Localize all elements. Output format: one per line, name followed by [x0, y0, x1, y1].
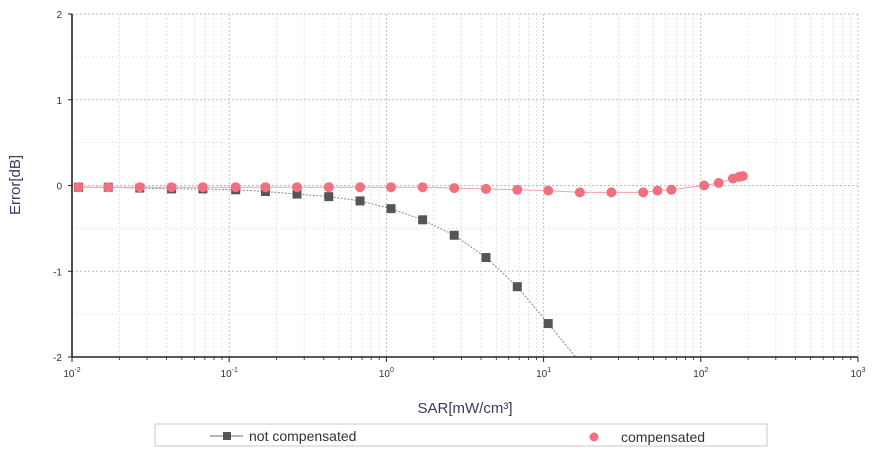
data-point-not-compensated: [418, 215, 428, 225]
legend-swatch-marker-not-compensated: [223, 432, 231, 440]
data-point-not-compensated: [449, 230, 459, 240]
legend-swatch-marker-compensated: [589, 432, 599, 442]
y-tick-label: -1: [53, 267, 62, 278]
x-tick-label: 10-1: [221, 367, 238, 380]
data-point-compensated: [166, 182, 177, 193]
x-tick-label: 10-2: [63, 367, 80, 380]
data-point-compensated: [292, 182, 303, 193]
axes: [68, 13, 859, 362]
series-line-not-compensated: [78, 186, 577, 358]
x-axis-label: SAR[mW/cm³]: [418, 400, 513, 417]
x-tick-label: 101: [536, 367, 551, 380]
data-point-not-compensated: [324, 192, 334, 202]
legend-box: [154, 423, 768, 447]
data-point-compensated: [103, 182, 114, 193]
x-tick-label: 102: [693, 367, 708, 380]
data-point-not-compensated: [512, 282, 522, 292]
y-tick-labels: 2 1 0 -1 -2: [53, 10, 62, 364]
y-tick-label: 1: [56, 96, 62, 107]
data-point-compensated: [574, 187, 585, 198]
data-point-compensated: [386, 182, 397, 193]
data-point-compensated: [713, 177, 724, 188]
y-axis-label: Error[dB]: [7, 155, 24, 215]
y-tick-label: 2: [56, 10, 62, 21]
data-point-not-compensated: [355, 196, 365, 206]
data-point-compensated: [355, 182, 366, 193]
data-point-compensated: [73, 182, 84, 193]
data-point-not-compensated: [292, 189, 302, 199]
legend-label-not-compensated: not compensated: [249, 428, 356, 444]
plot-area: [73, 171, 748, 358]
x-tick-labels: 10-2 10-1 100 101 102 103: [63, 367, 865, 380]
data-point-compensated: [606, 187, 617, 198]
legend: not compensated compensated: [154, 423, 768, 447]
data-point-compensated: [666, 184, 677, 195]
data-point-compensated: [638, 187, 649, 198]
data-point-compensated: [197, 182, 208, 193]
x-tick-label: 103: [850, 367, 865, 380]
data-point-compensated: [230, 182, 241, 193]
x-tick-label: 100: [379, 367, 394, 380]
data-point-not-compensated: [386, 204, 396, 214]
legend-label-compensated: compensated: [621, 429, 705, 445]
data-point-compensated: [737, 171, 748, 182]
data-point-compensated: [652, 185, 663, 196]
data-point-compensated: [134, 182, 145, 193]
data-point-compensated: [699, 180, 710, 191]
data-point-compensated: [417, 182, 428, 193]
series-line-compensated: [78, 175, 743, 193]
data-point-compensated: [543, 185, 554, 196]
data-point-compensated: [512, 184, 523, 195]
y-tick-label: -2: [53, 353, 62, 364]
data-point-compensated: [260, 182, 271, 193]
data-point-not-compensated: [481, 253, 491, 263]
data-point-compensated: [323, 182, 334, 193]
data-point-not-compensated: [543, 319, 553, 329]
data-point-compensated: [480, 183, 491, 194]
y-tick-label: 0: [56, 182, 62, 193]
data-point-compensated: [449, 183, 460, 194]
